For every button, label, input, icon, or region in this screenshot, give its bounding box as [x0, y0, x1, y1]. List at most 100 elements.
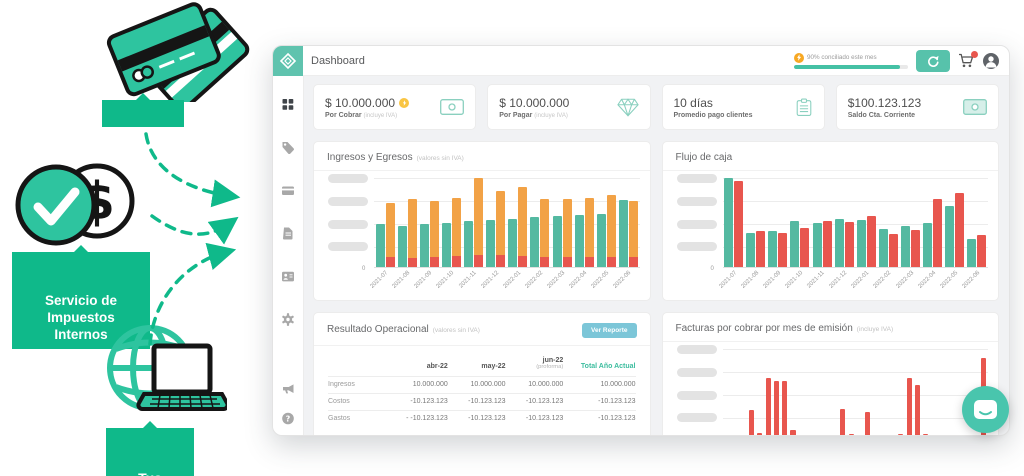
x-axis-label: 2021-11: [458, 270, 478, 290]
label-pointer: [135, 93, 151, 101]
bar-egresos: [822, 220, 832, 267]
panel-resultado-operacional: Resultado Operacional (valores sin IVA) …: [313, 312, 651, 435]
lightning-badge-icon: [399, 97, 410, 108]
bar-base-segment: [518, 256, 528, 267]
sii-label-text: Servicio de Impuestos Internos: [44, 293, 118, 342]
bar-egresos: [977, 234, 987, 267]
panel-subtitle: (incluye IVA): [856, 326, 894, 333]
bar-group: 2021-11: [458, 178, 485, 290]
ingresos-egresos-chart: 2021-07 2021-08 2021-09 2021-10 2021-11 2021-…: [369, 178, 640, 290]
bar-group: 2021-07: [369, 178, 396, 290]
bar-group: 2021-12: [829, 178, 855, 290]
bar-facturas: [757, 432, 763, 435]
documents-icon[interactable]: [282, 227, 295, 240]
chat-widget-button[interactable]: [962, 386, 1009, 433]
y-zero-label: 0: [362, 266, 366, 272]
bar-group: [872, 349, 880, 435]
bar-egresos: [385, 202, 395, 267]
svg-text:?: ?: [286, 414, 291, 423]
tag-icon[interactable]: [282, 141, 295, 154]
bar-group: [864, 349, 872, 435]
x-axis-label: 2021-08: [740, 270, 760, 290]
bar-egresos: [628, 201, 638, 267]
bar-egresos: [933, 199, 943, 267]
bar-group: [764, 349, 772, 435]
y-axis-placeholder: [676, 242, 717, 251]
bar-egresos: [778, 233, 788, 267]
bar-base-segment: [474, 255, 484, 267]
kpi-sublabel: (incluye IVA): [363, 112, 398, 119]
x-axis-label: 2022-06: [612, 270, 633, 290]
bar-group: [897, 349, 905, 435]
bar-group: [938, 349, 946, 435]
bar-group: [913, 349, 921, 435]
bar-group: 2021-08: [392, 178, 418, 290]
x-axis-label: 2021-07: [717, 270, 738, 290]
bar-facturas: [898, 433, 904, 435]
panel-title: Flujo de caja: [675, 152, 733, 163]
app-logo[interactable]: [273, 46, 303, 76]
x-axis-label: 2022-06: [961, 270, 982, 290]
panel-flujo-caja: Flujo de caja 0 2021-07 2021-08 2021-09 202…: [661, 141, 999, 301]
help-icon[interactable]: ?: [282, 412, 295, 425]
bar-group: [830, 349, 838, 435]
table-header-row: abr-22 may-22 jun-22 (proforma) Total Año…: [328, 352, 636, 376]
bar-group: 2022-01: [851, 178, 877, 290]
cart-button[interactable]: [958, 51, 978, 68]
table-row: Gastos - -10.123.123 -10.123.123 -10.123…: [328, 409, 636, 427]
bar-ingresos: [486, 219, 496, 267]
bar-ingresos: [967, 239, 977, 267]
bar-group: 2021-12: [480, 178, 507, 290]
y-axis-placeholder: [676, 345, 717, 354]
bar-facturas: [790, 430, 796, 435]
card-movements-icon[interactable]: [282, 184, 295, 197]
y-axis-placeholder: [676, 220, 717, 229]
x-axis-label: 2021-12: [828, 270, 849, 290]
bar-group: [839, 349, 847, 435]
bar-ingresos: [530, 217, 540, 267]
bar-ingresos: [746, 233, 756, 267]
ver-reporte-button[interactable]: Ver Reporte: [582, 323, 637, 338]
person-icon: [985, 55, 997, 67]
account-avatar[interactable]: [983, 52, 999, 69]
bar-group: [789, 349, 797, 435]
bar-ingresos: [574, 215, 584, 267]
bar-ingresos: [856, 219, 866, 267]
bar-ingresos: [552, 216, 562, 267]
sync-button[interactable]: [916, 49, 950, 72]
bar-facturas: [773, 381, 779, 435]
bar-group: [947, 349, 955, 435]
bar-facturas: [765, 378, 771, 435]
panel-title: Ingresos y Egresos: [327, 152, 413, 163]
dashboard-window: ? Dashboard 90% conciliado este mes: [272, 45, 1010, 436]
x-axis-label: 2022-03: [894, 270, 915, 290]
bar-ingresos: [790, 220, 800, 267]
x-axis-label: 2022-01: [850, 270, 871, 290]
x-axis-label: 2021-09: [413, 270, 434, 290]
bar-egresos: [407, 199, 417, 267]
software-globe-laptop-illustration: [107, 325, 227, 411]
bar-facturas: [906, 378, 912, 435]
megaphone-icon[interactable]: [282, 382, 295, 395]
y-axis-placeholder: [328, 242, 368, 251]
y-axis-placeholder: [676, 197, 717, 206]
settings-gear-icon[interactable]: [282, 313, 295, 326]
column-header-total: Total Año Actual: [580, 362, 636, 370]
dashboard-grid-icon[interactable]: [282, 98, 295, 111]
bar-base-segment: [429, 257, 439, 267]
bar-ingresos: [596, 213, 606, 267]
bar-group: [847, 349, 855, 435]
kpi-por-pagar: $ 10.000.000 Por Pagar (incluye IVA): [487, 84, 651, 130]
bar-ingresos: [923, 223, 933, 267]
x-axis-label: 2021-10: [784, 270, 805, 290]
bar-ingresos: [618, 200, 628, 267]
bar-ingresos: [768, 231, 778, 267]
bar-egresos: [606, 194, 616, 267]
bar-egresos: [540, 199, 550, 267]
bar-group: [797, 349, 805, 435]
contacts-icon[interactable]: [282, 270, 295, 283]
bar-egresos: [496, 191, 506, 267]
bar-ingresos: [441, 222, 451, 267]
kpi-value: $ 10.000.000: [325, 95, 396, 110]
kpi-value: $100.123.123: [847, 95, 922, 110]
